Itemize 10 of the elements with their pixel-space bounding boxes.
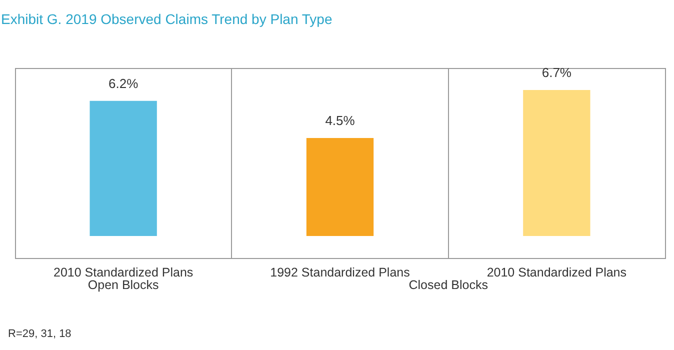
x-tick-label: 1992 Standardized Plans bbox=[270, 266, 410, 280]
data-label: 6.2% bbox=[108, 76, 139, 91]
text: R=29, 31, 18 bbox=[8, 328, 72, 340]
text: Closed Blocks bbox=[408, 278, 488, 292]
data-label: 6.7% bbox=[542, 65, 572, 80]
chart-title: Exhibit G. 2019 Observed Claims Trend by Plan Type bbox=[1, 11, 332, 27]
x-tick-label: 2010 Standardized Plans bbox=[486, 266, 627, 280]
text: Open Blocks bbox=[88, 278, 159, 292]
x-tick-label: 2010 Standardized Plans bbox=[53, 266, 194, 280]
data-label: 4.5% bbox=[325, 112, 356, 128]
